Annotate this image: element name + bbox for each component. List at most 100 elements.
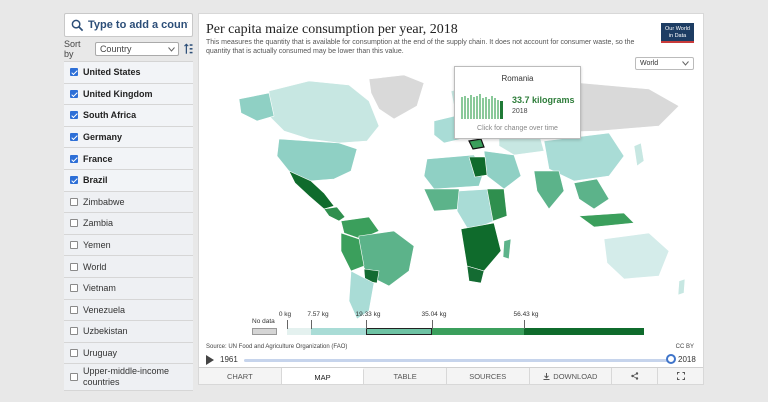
map-madagascar[interactable]	[502, 238, 512, 260]
map-alaska[interactable]	[238, 92, 275, 122]
country-list-item[interactable]: Venezuela	[64, 299, 193, 322]
tab-download[interactable]: DOWNLOAD	[530, 368, 613, 384]
country-label: Uzbekistan	[83, 326, 128, 337]
country-list-item[interactable]: South Africa	[64, 105, 193, 127]
country-list-item[interactable]: Yemen	[64, 234, 193, 257]
region-select-value: World	[640, 60, 659, 67]
license-note[interactable]: CC BY	[675, 344, 694, 350]
timeline-handle[interactable]	[666, 354, 676, 364]
country-list-item[interactable]: Uzbekistan	[64, 321, 193, 343]
download-icon	[543, 372, 550, 380]
country-list-item[interactable]: United Kingdom	[64, 83, 193, 106]
checkbox-unchecked[interactable]	[70, 305, 78, 314]
country-search-box[interactable]	[64, 13, 193, 37]
chart-card: Per capita maize consumption per year, 2…	[198, 13, 704, 385]
map-southeast-asia[interactable]	[573, 178, 610, 210]
checkbox-unchecked[interactable]	[70, 219, 78, 228]
chart-tabs: CHART MAP TABLE SOURCES DOWNLOAD	[199, 367, 703, 384]
legend-bin-2[interactable]	[311, 328, 366, 335]
checkbox-unchecked[interactable]	[70, 373, 78, 382]
tab-map[interactable]: MAP	[281, 368, 365, 384]
map-middle-east[interactable]	[483, 150, 522, 190]
country-list-item[interactable]: Germany	[64, 126, 193, 149]
country-list-item[interactable]: Upper-middle-income countries	[64, 364, 193, 392]
checkbox-checked[interactable]	[70, 133, 78, 142]
tab-table[interactable]: TABLE	[364, 368, 447, 384]
tooltip-year: 2018	[512, 108, 528, 115]
country-list-item[interactable]: United States	[64, 62, 193, 84]
map-north-africa[interactable]	[423, 154, 485, 190]
legend-bin-4[interactable]	[432, 328, 524, 335]
country-list-item[interactable]: Uruguay	[64, 342, 193, 365]
tab-chart[interactable]: CHART	[199, 368, 282, 384]
sort-select[interactable]: Country	[94, 42, 179, 56]
legend-tick-1: 7.57 kg	[307, 311, 329, 318]
country-list-item[interactable]: Zimbabwe	[64, 191, 193, 214]
map-east-africa[interactable]	[486, 188, 508, 222]
map-canada[interactable]	[268, 80, 380, 144]
checkbox-unchecked[interactable]	[70, 349, 78, 358]
map-china[interactable]	[543, 132, 625, 182]
timeline: 1961 2018	[206, 353, 698, 367]
checkbox-checked[interactable]	[70, 89, 78, 98]
checkbox-checked[interactable]	[70, 154, 78, 163]
map-romania[interactable]	[468, 138, 485, 150]
map-australia[interactable]	[603, 232, 670, 280]
country-list-item[interactable]: Zambia	[64, 213, 193, 235]
country-label: Yemen	[83, 240, 111, 251]
map-legend: No data 0 kg 7.57 kg 19.33 kg 35.04 kg 5…	[252, 311, 652, 335]
country-list-item[interactable]: Brazil	[64, 169, 193, 192]
map-west-africa[interactable]	[423, 188, 462, 212]
country-label: World	[83, 261, 107, 272]
legend-bin-5[interactable]	[524, 328, 644, 335]
legend-no-data-swatch	[252, 328, 277, 335]
source-note[interactable]: Source: UN Food and Agriculture Organiza…	[206, 344, 348, 350]
map-greenland[interactable]	[368, 74, 425, 120]
checkbox-unchecked[interactable]	[70, 284, 78, 293]
map-japan[interactable]	[633, 142, 645, 167]
legend-tick-4: 56.43 kg	[513, 311, 539, 318]
legend-tick-line	[524, 320, 525, 329]
country-list-item[interactable]: Vietnam	[64, 277, 193, 300]
map-central-america[interactable]	[323, 206, 346, 222]
play-icon[interactable]	[206, 355, 214, 365]
checkbox-checked[interactable]	[70, 68, 78, 77]
checkbox-checked[interactable]	[70, 176, 78, 185]
timeline-track[interactable]	[244, 359, 669, 362]
country-list-item[interactable]: France	[64, 148, 193, 170]
map-indonesia[interactable]	[578, 212, 635, 228]
map-south-africa[interactable]	[466, 265, 485, 284]
map-egypt[interactable]	[468, 156, 488, 178]
checkbox-unchecked[interactable]	[70, 327, 78, 336]
checkbox-checked[interactable]	[70, 111, 78, 120]
checkbox-unchecked[interactable]	[70, 262, 78, 271]
map-india[interactable]	[533, 170, 565, 210]
map-usa[interactable]	[276, 138, 358, 182]
country-search-input[interactable]	[88, 19, 188, 31]
region-select[interactable]: World	[635, 57, 694, 70]
map-argentina-chile[interactable]	[348, 270, 375, 320]
tab-download-label: DOWNLOAD	[553, 371, 598, 381]
tab-fullscreen[interactable]	[658, 368, 703, 384]
map-peru-bolivia[interactable]	[340, 232, 365, 272]
logo-line-1: Our World	[665, 26, 690, 32]
sort-order-icon[interactable]	[183, 43, 193, 55]
legend-tick-2: 19.33 kg	[355, 311, 381, 318]
tab-share[interactable]	[612, 368, 659, 384]
country-list-item[interactable]: World	[64, 256, 193, 278]
map-southern-africa[interactable]	[460, 222, 502, 272]
checkbox-unchecked[interactable]	[70, 197, 78, 206]
tab-sources[interactable]: SOURCES	[447, 368, 530, 384]
legend-tick-0: 0 kg	[278, 311, 292, 318]
checkbox-unchecked[interactable]	[70, 241, 78, 250]
country-label: United Kingdom	[83, 88, 153, 99]
chart-subtitle: This measures the quantity that is avail…	[206, 39, 635, 55]
owid-logo[interactable]: Our World in Data	[661, 23, 694, 43]
country-label: Zambia	[83, 218, 114, 229]
map-new-zealand[interactable]	[677, 278, 686, 296]
map-mexico[interactable]	[288, 170, 335, 210]
legend-bin-3[interactable]	[366, 328, 432, 335]
legend-bin-1[interactable]	[287, 328, 311, 335]
country-label: Germany	[83, 132, 123, 143]
country-label: Vietnam	[83, 283, 116, 294]
